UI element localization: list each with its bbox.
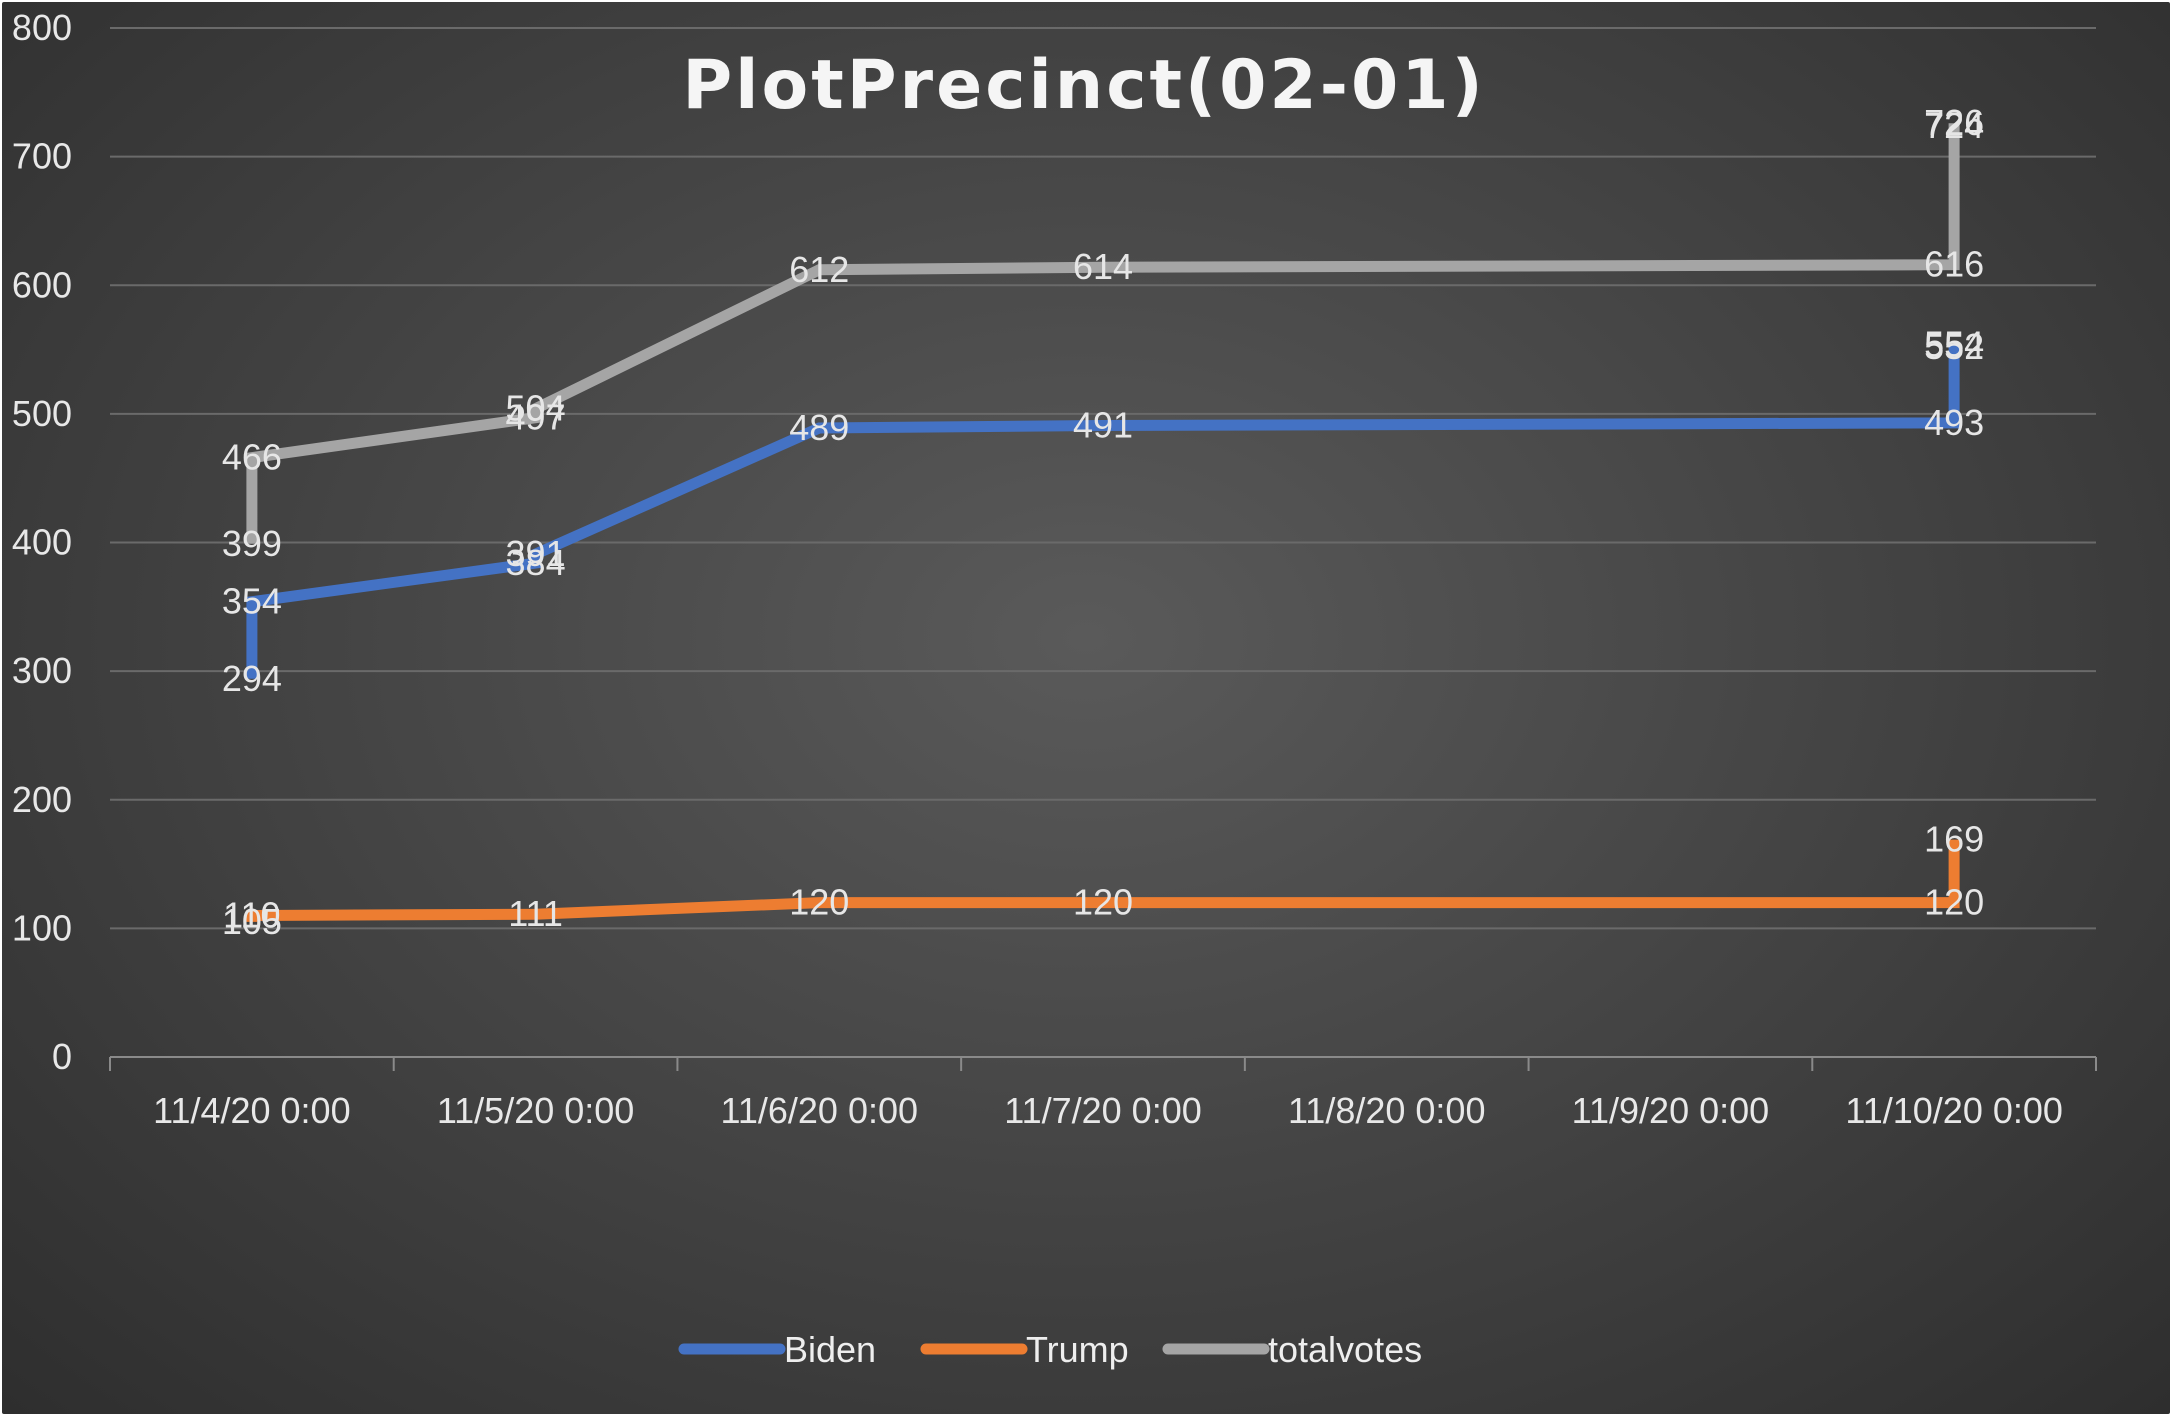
data-label: 614 (1073, 246, 1133, 287)
data-label: 391 (506, 533, 566, 574)
data-label: 466 (222, 437, 282, 478)
y-tick-label: 500 (12, 393, 72, 434)
data-label: 105 (222, 901, 282, 942)
legend: Biden Trump totalvotes (678, 1329, 1422, 1370)
data-label: 399 (222, 523, 282, 564)
data-label: 491 (1073, 404, 1133, 445)
data-label: 554 (1924, 323, 1984, 364)
y-tick-label: 600 (12, 264, 72, 305)
data-label: 120 (1073, 882, 1133, 923)
data-label: 169 (1924, 819, 1984, 860)
data-label: 111 (508, 893, 563, 934)
series-line-totalvotes (246, 123, 1960, 544)
data-label: 354 (222, 581, 282, 622)
data-label: 504 (506, 388, 566, 429)
data-label: 120 (789, 882, 849, 923)
axes: 0 100 200 300 400 500 600 700 800 11/4/20 0:00 11/… (12, 7, 2097, 1131)
x-tick-label: 11/5/20 0:00 (437, 1090, 635, 1131)
x-tick-label: 11/10/20 0:00 (1845, 1090, 2063, 1131)
data-label: 110 (223, 895, 280, 936)
data-label: 726 (1924, 102, 1984, 143)
x-tick-label: 11/4/20 0:00 (153, 1090, 351, 1131)
data-label: 489 (789, 407, 849, 448)
series-lines (246, 123, 1960, 923)
data-label: 724 (1924, 105, 1984, 146)
legend-label-trump: Trump (1026, 1329, 1129, 1370)
y-tick-label: 100 (12, 907, 72, 948)
data-label: 294 (222, 658, 282, 699)
x-tick-label: 11/7/20 0:00 (1004, 1090, 1202, 1131)
data-label: 552 (1924, 326, 1984, 367)
data-label: 497 (506, 397, 566, 438)
data-label: 120 (1924, 882, 1984, 923)
y-tick-label: 800 (12, 7, 72, 48)
y-tick-label: 400 (12, 522, 72, 563)
chart-title: PlotPrecinct(02-01) (682, 46, 1485, 125)
y-tick-label: 0 (52, 1036, 72, 1077)
y-tick-label: 700 (12, 136, 72, 177)
gridlines (110, 27, 2096, 930)
x-tick-label: 11/9/20 0:00 (1572, 1090, 1770, 1131)
data-label: 612 (789, 249, 849, 290)
data-label: 384 (506, 542, 566, 583)
data-label: 616 (1924, 244, 1984, 285)
legend-label-biden: Biden (784, 1329, 876, 1370)
y-tick-label: 300 (12, 650, 72, 691)
y-tick-label: 200 (12, 779, 72, 820)
x-tick-label: 11/8/20 0:00 (1288, 1090, 1486, 1131)
data-label: 493 (1924, 402, 1984, 443)
x-tick-label: 11/6/20 0:00 (721, 1090, 919, 1131)
legend-label-totalvotes: totalvotes (1268, 1329, 1422, 1370)
